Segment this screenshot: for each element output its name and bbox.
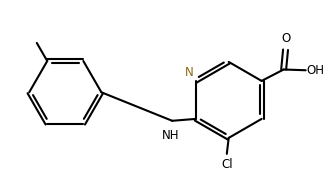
Text: NH: NH — [162, 129, 180, 142]
Text: OH: OH — [306, 64, 324, 77]
Text: O: O — [281, 32, 290, 45]
Text: N: N — [185, 66, 194, 79]
Text: Cl: Cl — [221, 158, 233, 171]
